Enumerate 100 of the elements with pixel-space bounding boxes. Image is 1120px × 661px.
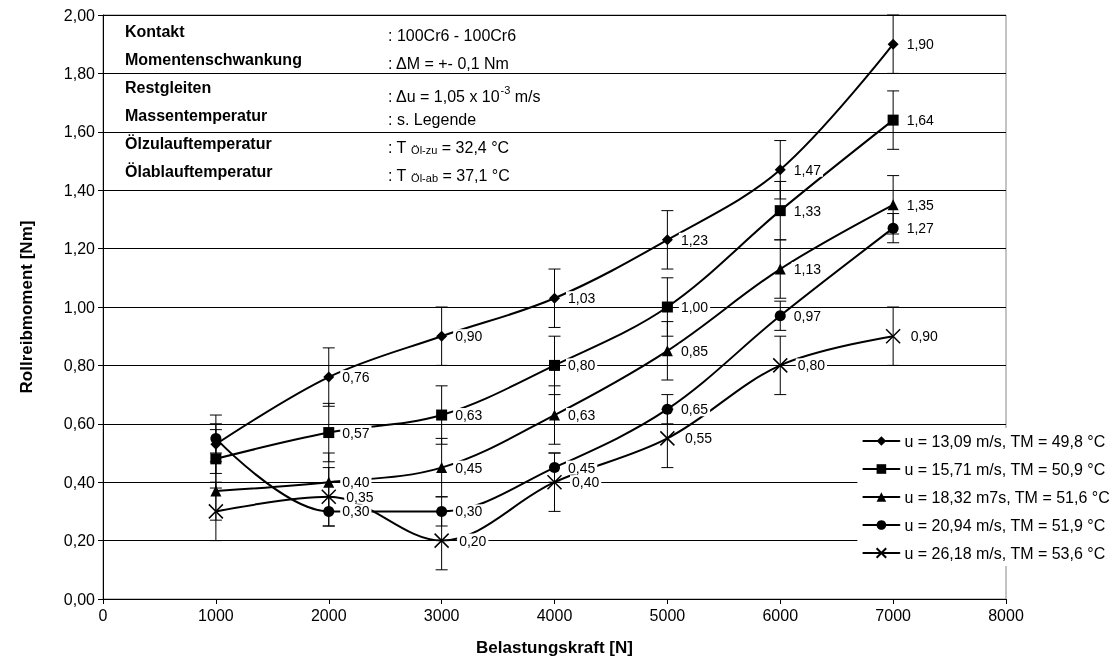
annotation: Momentenschwankung <box>125 50 302 68</box>
point <box>549 462 560 474</box>
y-axis-title: Rollreibmoment [Nm] <box>17 220 36 394</box>
data-label: 1,23 <box>680 231 709 248</box>
point <box>436 330 448 342</box>
point <box>661 234 673 246</box>
point <box>433 532 450 549</box>
data-label: 0,76 <box>342 369 370 386</box>
annotation: Massentemperatur <box>125 106 268 124</box>
point <box>323 505 335 517</box>
x-tick-label: 8000 <box>988 606 1024 624</box>
legend-label: u = 13,09 m/s, TM = 49,8 °C <box>904 432 1106 450</box>
data-label: 1,64 <box>906 112 935 129</box>
point <box>321 489 337 505</box>
annotation: Restgleiten <box>125 78 212 96</box>
point <box>887 114 899 126</box>
data-label: 0,90 <box>455 328 483 345</box>
data-label: 0,80 <box>797 357 826 374</box>
point <box>661 301 673 313</box>
data-label: 1,13 <box>793 261 822 278</box>
y-tick-label: 0,40 <box>63 473 96 491</box>
point <box>549 292 560 304</box>
x-tick-label: 6000 <box>762 606 799 624</box>
x-axis-title: Belastungskraft [N] <box>476 638 633 657</box>
point <box>772 357 788 374</box>
data-label: 1,35 <box>906 196 935 213</box>
data-label: 0,35 <box>346 488 374 505</box>
y-tick-label: 1,00 <box>63 298 96 316</box>
data-label: 0,85 <box>680 342 709 359</box>
annotation: : 100Cr6 - 100Cr6 <box>388 26 517 44</box>
point <box>549 359 560 371</box>
y-tick-label: 1,20 <box>63 240 96 258</box>
x-tick-label: 5000 <box>649 606 686 624</box>
y-tick-label: 0,20 <box>63 532 96 550</box>
point <box>549 409 560 421</box>
data-label: 0,63 <box>568 407 596 424</box>
point <box>774 164 786 176</box>
legend-label: u = 15,71 m/s, TM = 50,9 °C <box>904 460 1106 478</box>
data-label: 0,45 <box>455 459 483 476</box>
y-tick-label: 0,80 <box>63 356 96 374</box>
data-label: 0,97 <box>793 307 822 324</box>
data-label: 0,40 <box>342 474 370 491</box>
data-label: 1,33 <box>793 202 822 219</box>
legend-label: u = 20,94 m/s, TM = 51,9 °C <box>904 516 1106 534</box>
data-label: 1,47 <box>793 161 822 178</box>
data-label: 0,57 <box>342 424 370 441</box>
data-label: 0,90 <box>910 328 939 345</box>
x-tick-label: 7000 <box>875 606 912 624</box>
point <box>436 462 448 474</box>
point <box>659 430 676 447</box>
annotation: Kontakt <box>125 22 186 40</box>
data-label: 1,03 <box>568 290 596 307</box>
point <box>323 371 335 383</box>
data-label: 0,40 <box>572 474 600 491</box>
point <box>323 427 335 439</box>
y-tick-label: 2,00 <box>63 6 96 24</box>
annotation: : s. Legende <box>388 110 477 128</box>
annotation: Ölablauftemperatur <box>125 161 273 180</box>
data-label: 0,65 <box>680 401 709 418</box>
point <box>210 485 222 497</box>
point <box>774 310 786 322</box>
annotation: : T Öl-zu = 32,4 °C <box>388 138 510 156</box>
x-tick-label: 4000 <box>536 606 573 624</box>
data-label: 0,55 <box>684 430 713 447</box>
y-tick-label: 0,00 <box>63 590 96 608</box>
data-label: 1,90 <box>906 36 935 53</box>
y-tick-label: 0,60 <box>63 415 96 433</box>
legend-label: u = 18,32 m7s, TM = 51,6 °C <box>904 488 1110 506</box>
data-label: 0,63 <box>455 407 483 424</box>
point <box>323 476 335 488</box>
point <box>210 453 222 465</box>
data-label: 0,45 <box>568 459 596 476</box>
point <box>661 403 673 415</box>
data-label: 0,30 <box>455 503 483 520</box>
point <box>887 199 899 211</box>
data-label: 1,00 <box>680 299 709 315</box>
x-tick-label: 3000 <box>423 606 460 624</box>
y-tick-label: 1,80 <box>63 64 96 82</box>
point <box>774 205 786 217</box>
point <box>436 505 448 517</box>
data-label: 1,27 <box>906 220 935 237</box>
x-tick-label: 1000 <box>198 606 234 624</box>
annotation: Ölzulauftemperatur <box>125 133 272 152</box>
point <box>436 409 448 421</box>
legend-label: u = 26,18 m/s, TM = 53,6 °C <box>904 544 1106 562</box>
data-label: 0,30 <box>342 503 370 520</box>
point <box>546 474 563 490</box>
point <box>661 345 673 357</box>
point <box>208 503 224 520</box>
y-tick-label: 1,60 <box>63 123 96 141</box>
point <box>887 222 899 234</box>
annotation: : T Öl-ab = 37,1 °C <box>388 166 510 184</box>
data-label: 0,20 <box>459 532 487 549</box>
annotation: : ΔM = +- 0,1 Nm <box>388 54 509 72</box>
y-tick-label: 1,40 <box>63 181 96 199</box>
point <box>887 38 899 50</box>
point <box>774 263 786 275</box>
x-tick-label: 0 <box>98 606 108 624</box>
point <box>885 328 901 344</box>
data-label: 0,80 <box>568 357 596 374</box>
